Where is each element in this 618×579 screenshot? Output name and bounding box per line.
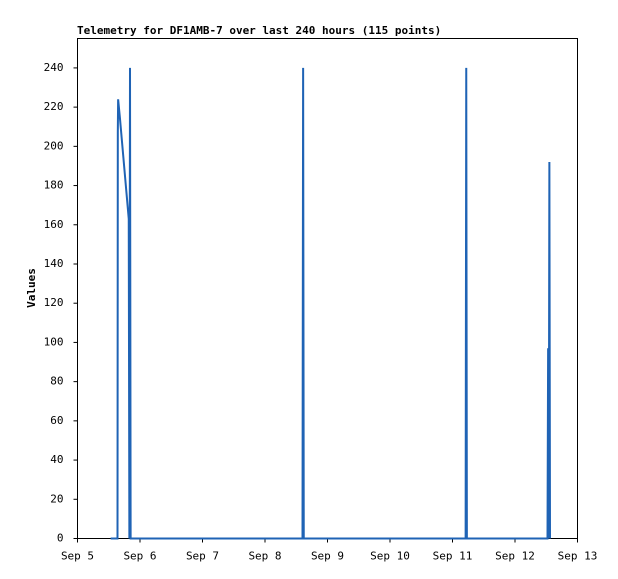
y-tick-label: 100 <box>44 335 64 348</box>
y-tick-label: 140 <box>44 257 64 270</box>
y-tick-label: 80 <box>50 375 63 388</box>
y-tick-label: 0 <box>57 532 64 545</box>
y-tick-label: 20 <box>50 492 63 505</box>
y-tick-label: 180 <box>44 179 64 192</box>
y-tick-label: 240 <box>44 61 64 74</box>
x-tick-label: Sep 8 <box>248 550 281 563</box>
y-tick-label: 120 <box>44 296 64 309</box>
y-tick-label: 200 <box>44 139 64 152</box>
y-tick-label: 220 <box>44 100 64 113</box>
chart-title: Telemetry for DF1AMB-7 over last 240 hou… <box>77 24 441 37</box>
x-tick-label: Sep 12 <box>495 550 535 563</box>
x-tick-label: Sep 10 <box>370 550 410 563</box>
y-tick-label: 40 <box>50 453 63 466</box>
y-tick-label: 60 <box>50 414 63 427</box>
data-line <box>110 67 551 540</box>
x-tick-label: Sep 5 <box>61 550 94 563</box>
x-tick-label: Sep 11 <box>433 550 473 563</box>
x-tick-label: Sep 9 <box>311 550 344 563</box>
x-tick-label: Sep 7 <box>186 550 219 563</box>
y-tick-label: 160 <box>44 218 64 231</box>
x-tick-label: Sep 6 <box>123 550 156 563</box>
x-tick-label: Sep 13 <box>558 550 598 563</box>
y-axis-label: Values <box>25 268 38 308</box>
